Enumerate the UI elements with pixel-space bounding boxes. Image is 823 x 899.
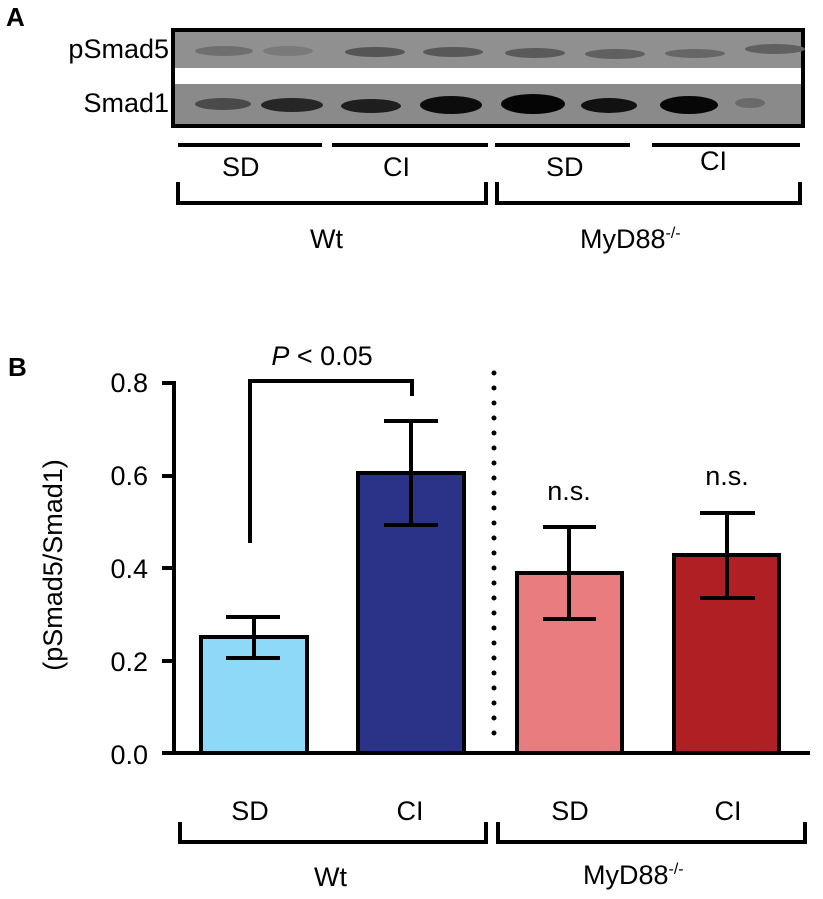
ns-label-myd88-ci: n.s. (705, 461, 749, 491)
svg-text:0.6: 0.6 (110, 461, 148, 491)
y-tick-labels: 0.8 0.6 0.4 0.2 0.0 (110, 368, 148, 770)
blot-lane-label-myd88-sd: SD (546, 152, 584, 182)
blot-row-label-psmad5: pSmad5 (68, 34, 169, 64)
blot-genotype-label-wt: Wt (310, 224, 343, 254)
svg-text:0.0: 0.0 (110, 740, 148, 770)
x-label-myd88-sd: SD (551, 796, 589, 826)
panel-a-letter: A (6, 2, 25, 32)
western-blot-image (171, 28, 805, 128)
blot-genotype-label-myd88: MyD88-/- (580, 224, 681, 254)
chart-genotype-label-myd88: MyD88-/- (583, 860, 684, 890)
error-bars (226, 419, 755, 660)
x-label-myd88-ci: CI (715, 796, 742, 826)
y-axis-label: (pSmad5/Smad1) (38, 459, 68, 671)
blot-lane-label-myd88-ci: CI (700, 146, 727, 176)
blot-strip-psmad5 (175, 32, 805, 68)
x-label-wt-ci: CI (397, 796, 424, 826)
ns-label-myd88-sd: n.s. (547, 476, 591, 506)
x-label-wt-sd: SD (231, 796, 269, 826)
svg-text:0.4: 0.4 (110, 554, 148, 584)
group-brackets (178, 822, 807, 844)
significance-label: P < 0.05 (271, 341, 372, 371)
blot-lane-label-wt-ci: CI (383, 152, 410, 182)
panel-b-letter: B (8, 352, 27, 382)
blot-lane-label-wt-sd: SD (222, 152, 260, 182)
significance-bracket (248, 379, 414, 543)
chart-genotype-label-wt: Wt (314, 862, 347, 892)
svg-text:0.8: 0.8 (110, 368, 148, 398)
panel-a-lane-annotations (176, 143, 802, 205)
blot-strip-smad1 (175, 84, 801, 124)
svg-text:0.2: 0.2 (110, 647, 148, 677)
blot-row-label-smad1: Smad1 (83, 88, 169, 118)
